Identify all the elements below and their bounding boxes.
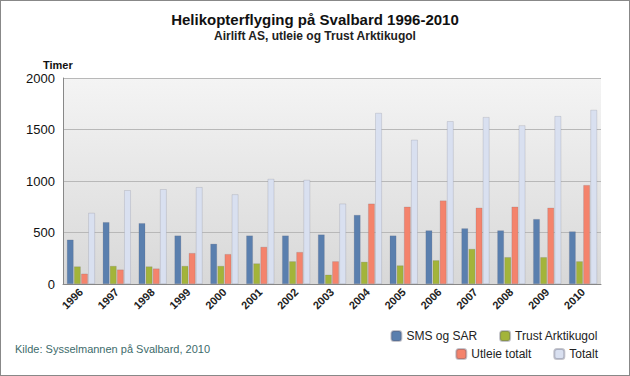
svg-text:Helikopterflyging på Svalbard: Helikopterflyging på Svalbard 1996-2010 [171,11,459,28]
svg-text:Trust Arktikugol: Trust Arktikugol [515,329,597,343]
svg-text:1500: 1500 [26,122,55,137]
svg-text:Airlift AS, utleie og Trust Ar: Airlift AS, utleie og Trust Arktikugol [214,29,416,43]
svg-text:500: 500 [33,225,55,240]
svg-text:2009: 2009 [526,286,552,312]
svg-text:2002: 2002 [275,286,301,312]
svg-text:1996: 1996 [59,286,85,312]
svg-text:2000: 2000 [26,71,55,86]
svg-text:SMS og SAR: SMS og SAR [406,329,477,343]
svg-text:2005: 2005 [382,286,408,312]
svg-text:2006: 2006 [418,286,444,312]
svg-text:2010: 2010 [562,286,588,312]
svg-text:1998: 1998 [131,286,157,312]
svg-text:1997: 1997 [95,286,121,312]
svg-text:0: 0 [48,277,55,292]
svg-text:2008: 2008 [490,286,516,312]
svg-text:2004: 2004 [346,285,372,311]
svg-text:Utleie totalt: Utleie totalt [471,347,532,361]
svg-text:Totalt: Totalt [569,347,598,361]
svg-text:1000: 1000 [26,174,55,189]
svg-text:2007: 2007 [454,286,480,312]
svg-text:2001: 2001 [239,286,265,312]
svg-text:Timer: Timer [43,59,73,71]
svg-text:1999: 1999 [167,286,193,312]
svg-text:2003: 2003 [310,286,336,312]
svg-text:2000: 2000 [203,286,229,312]
svg-text:Kilde: Sysselmannen på Svalbar: Kilde: Sysselmannen på Svalbard, 2010 [15,343,210,355]
